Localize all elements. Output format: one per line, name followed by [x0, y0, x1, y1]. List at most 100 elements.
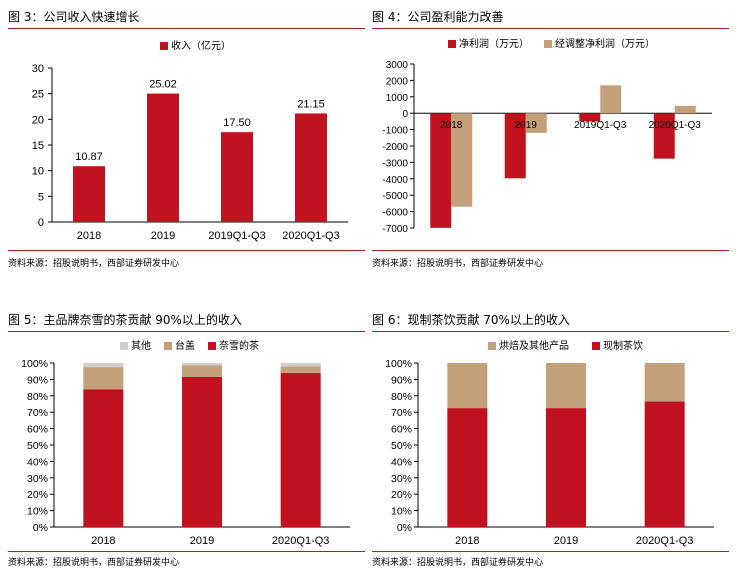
fig6-bar-2018-现制茶饮: [447, 408, 487, 527]
fig4-x-tick-label: 2020Q1-Q3: [649, 120, 702, 131]
fig6-bar-2020Q1-Q3-现制茶饮: [645, 402, 685, 527]
fig4-y-tick-label: -2000: [382, 142, 408, 153]
fig3-legend-label: 收入（亿元）: [171, 39, 231, 52]
fig3-x-tick-label: 2019: [151, 230, 175, 242]
fig3-x-tick-label: 2019Q1-Q3: [208, 230, 265, 242]
fig5-y-tick-label: 100%: [21, 358, 48, 370]
fig4-y-tick-label: -3000: [382, 158, 408, 169]
fig4-x-tick-label: 2019: [515, 120, 538, 131]
fig6-y-tick-label: 20%: [391, 489, 412, 501]
figure-6-bottom-rule: [372, 551, 729, 552]
fig6-y-tick-label: 50%: [391, 440, 412, 452]
figure-3-revenue-chart: 收入（亿元） 0 5 10 15 20 25 30 10.87 2018 25.02 2019 17.5…: [8, 30, 365, 250]
fig5-x-tick-label: 2020Q1-Q3: [272, 535, 329, 547]
fig5-y-tick-label: 70%: [27, 407, 48, 419]
figure-5-title: 图 5：主品牌奈雪的茶贡献 90%以上的收入: [8, 311, 242, 328]
fig3-y-tick-label: 20: [32, 114, 44, 126]
figure-4-source: 资料来源：招股说明书，西部证券研发中心: [372, 256, 543, 269]
fig5-bar-2018-台盖: [83, 367, 123, 389]
figure-4-profit-chart: 净利润（万元） 经调整净利润（万元） 3000 2000 1000 0 -1000 -2000…: [372, 30, 729, 250]
fig5-legend-奈雪的茶-label: 奈雪的茶: [219, 339, 259, 352]
fig6-bar-2019-烘焙及其他产品: [546, 363, 586, 408]
fig4-y-tick-label: 1000: [386, 93, 409, 104]
fig4-legend-net-profit-label: 净利润（万元）: [459, 37, 529, 50]
fig3-y-tick-label: 0: [38, 217, 44, 229]
fig5-bar-2019-台盖: [182, 365, 222, 376]
fig5-y-tick-label: 50%: [27, 440, 48, 452]
fig4-bar-2019Q1-Q3-s1: [600, 85, 621, 113]
fig4-x-tick-label: 2019Q1-Q3: [574, 120, 627, 131]
fig4-y-tick-label: -6000: [382, 208, 408, 219]
fig4-y-tick-label: -4000: [382, 175, 408, 186]
fig4-y-tick-label: 2000: [386, 76, 409, 87]
figure-4-top-rule: [372, 28, 729, 29]
fig6-bar-2020Q1-Q3-烘焙及其他产品: [645, 363, 685, 402]
fig6-legend-现制茶饮-label: 现制茶饮: [603, 339, 643, 352]
fig3-y-tick-label: 5: [38, 191, 44, 203]
fig6-x-tick-label: 2018: [455, 535, 479, 547]
fig3-data-label: 21.15: [297, 98, 325, 110]
fig5-legend-台盖-swatch: [164, 342, 172, 350]
figure-5-source: 资料来源：招股说明书，西部证券研发中心: [8, 555, 179, 568]
fig6-y-tick-label: 100%: [385, 358, 412, 370]
figure-4-bottom-rule: [372, 250, 729, 251]
fig4-legend-adjusted-profit-label: 经调整净利润（万元）: [555, 37, 655, 50]
fig5-legend-奈雪的茶-swatch: [208, 342, 216, 350]
figure-6-product-mix-chart: 烘焙及其他产品 现制茶饮 0% 10% 20% 30% 40% 50% 60% 70% 80% 90%…: [372, 333, 729, 551]
fig6-y-tick-label: 0%: [397, 522, 412, 534]
fig6-y-tick-label: 40%: [391, 456, 412, 468]
figure-5-brand-mix-chart: 其他 台盖 奈雪的茶 0% 10% 20% 30% 40% 50% 60% 70% 80% 90% 100…: [8, 333, 365, 551]
fig6-bar-2019-现制茶饮: [546, 408, 586, 527]
fig4-legend-net-profit-swatch: [448, 40, 456, 48]
fig5-y-tick-label: 90%: [27, 374, 48, 386]
fig5-bar-2020Q1-Q3-其他: [281, 363, 321, 366]
fig4-x-tick-label: 2018: [440, 120, 463, 131]
figure-6-top-rule: [372, 331, 729, 332]
fig5-bar-2018-其他: [83, 363, 123, 367]
fig5-bar-2020Q1-Q3-台盖: [281, 366, 321, 373]
fig5-y-tick-label: 30%: [27, 473, 48, 485]
fig5-legend-其他-label: 其他: [131, 339, 151, 352]
fig3-legend-swatch: [160, 42, 168, 50]
fig6-y-tick-label: 90%: [391, 374, 412, 386]
fig5-y-tick-label: 20%: [27, 489, 48, 501]
figure-4-title: 图 4：公司盈利能力改善: [372, 8, 503, 25]
fig3-bar-2019: [147, 94, 179, 222]
fig3-data-label: 25.02: [149, 79, 177, 91]
fig3-bar-2018: [73, 166, 105, 222]
fig5-x-tick-label: 2019: [190, 535, 214, 547]
fig5-y-tick-label: 60%: [27, 424, 48, 436]
fig5-y-tick-label: 10%: [27, 506, 48, 518]
fig6-y-tick-label: 30%: [391, 473, 412, 485]
fig3-bar-2020Q1-Q3: [295, 113, 327, 222]
fig3-x-tick-label: 2018: [77, 230, 101, 242]
fig4-bar-2020Q1-Q3-s1: [675, 106, 696, 113]
fig5-legend-台盖-label: 台盖: [175, 339, 195, 352]
fig5-legend-其他-swatch: [120, 342, 128, 350]
fig4-y-tick-label: 0: [402, 109, 408, 120]
fig3-y-tick-label: 10: [32, 166, 44, 178]
fig6-legend-烘焙及其他产品-swatch: [488, 342, 496, 350]
fig5-y-tick-label: 40%: [27, 456, 48, 468]
fig3-y-tick-label: 15: [32, 140, 44, 152]
fig5-bar-2019-其他: [182, 363, 222, 365]
figure-3-top-rule: [8, 28, 365, 29]
fig4-y-tick-label: -1000: [382, 126, 408, 137]
fig6-x-tick-label: 2019: [554, 535, 578, 547]
fig3-y-tick-label: 30: [32, 63, 44, 75]
fig4-y-tick-label: -5000: [382, 191, 408, 202]
fig6-y-tick-label: 10%: [391, 506, 412, 518]
fig6-y-tick-label: 60%: [391, 424, 412, 436]
figure-5-top-rule: [8, 331, 365, 332]
fig5-bar-2018-奈雪的茶: [83, 389, 123, 527]
fig3-y-tick-label: 25: [32, 89, 44, 101]
fig5-y-tick-label: 0%: [33, 522, 48, 534]
fig5-bar-2020Q1-Q3-奈雪的茶: [281, 373, 321, 527]
figure-3-source: 资料来源：招股说明书，西部证券研发中心: [8, 256, 179, 269]
fig4-legend-adjusted-profit-swatch: [544, 40, 552, 48]
figure-3-bottom-rule: [8, 250, 365, 251]
figure-3-title: 图 3：公司收入快速增长: [8, 8, 139, 25]
fig6-x-tick-label: 2020Q1-Q3: [636, 535, 693, 547]
figure-5-bottom-rule: [8, 551, 365, 552]
fig6-bar-2018-烘焙及其他产品: [447, 363, 487, 408]
